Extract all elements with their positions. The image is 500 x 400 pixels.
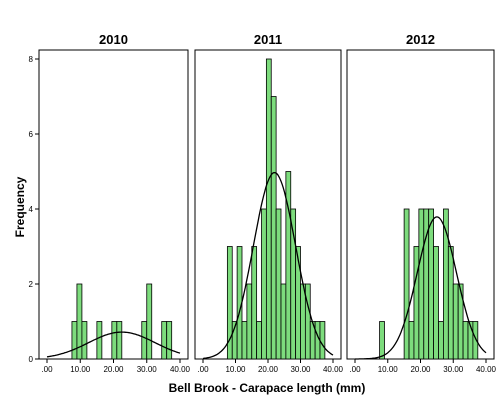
histogram-bar <box>447 246 454 360</box>
axes-layer: Frequency Bell Brook - Carapace length (… <box>13 176 365 395</box>
normal-curve <box>355 216 487 360</box>
histogram-bar <box>111 321 118 360</box>
x-tick-label: .00 <box>41 365 53 374</box>
x-tick-label: 30.00 <box>137 365 158 374</box>
x-tick-label: 20.00 <box>103 365 124 374</box>
x-tick-label: 10.00 <box>225 365 246 374</box>
histogram-bar <box>71 321 78 360</box>
histogram-bar <box>256 321 262 360</box>
panel-title: 2010 <box>99 32 128 47</box>
panel-2012: 2012 .00 10.00 20.00 30.00 40.00 <box>346 32 497 374</box>
histogram-bar <box>226 246 233 360</box>
histogram-bar <box>438 321 444 360</box>
x-tick-label: 10.00 <box>378 365 399 374</box>
x-tick-label: .00 <box>349 365 361 374</box>
histogram-bar <box>280 283 287 360</box>
x-tick-label: 40.00 <box>170 365 191 374</box>
histogram-bar <box>161 321 168 360</box>
panels-layer: 2010 .00 10.00 20.00 30.00 40.00 0 2 4 6 8 2011 .00 1… <box>29 32 497 374</box>
histogram-bar <box>428 208 434 360</box>
histogram-bar <box>251 246 258 360</box>
y-tick-label: 6 <box>29 130 34 139</box>
histogram-bar <box>265 58 272 360</box>
panel-2011: 2011 .00 10.00 20.00 30.00 40.00 <box>194 32 344 374</box>
histogram-bar <box>433 246 439 360</box>
histogram-bar <box>141 321 148 360</box>
histogram-bar <box>413 246 420 360</box>
x-tick-label: 30.00 <box>290 365 311 374</box>
histogram-bar <box>462 321 469 360</box>
x-tick-label: 30.00 <box>443 365 464 374</box>
histogram-bar <box>146 283 153 360</box>
histogram-bar <box>241 321 248 360</box>
x-axis-label: Bell Brook - Carapace length (mm) <box>169 381 366 395</box>
histogram-bar <box>246 283 253 360</box>
panel-frame <box>38 49 189 360</box>
histogram-bar <box>116 321 123 360</box>
normal-curve <box>202 171 334 360</box>
y-tick-label: 0 <box>29 355 34 364</box>
histogram-bar <box>96 321 103 360</box>
histogram-bar <box>319 321 326 360</box>
histogram-bar <box>408 321 415 360</box>
y-tick-label: 4 <box>29 205 34 214</box>
panel-title: 2011 <box>254 32 282 47</box>
histogram-bar <box>275 208 282 360</box>
y-axis-label: Frequency <box>13 176 27 237</box>
histogram-bar <box>379 321 385 360</box>
histogram-bar <box>452 283 459 360</box>
histogram-bar <box>261 208 267 360</box>
histogram-bar <box>304 283 311 360</box>
x-tick-label: .00 <box>197 365 209 374</box>
y-tick-label: 8 <box>29 55 34 64</box>
histogram-bar <box>418 208 425 360</box>
x-tick-label: 20.00 <box>410 365 431 374</box>
histogram-bar <box>295 246 301 360</box>
panel-title: 2012 <box>406 32 435 47</box>
histogram-bar <box>300 283 306 360</box>
panel-2010: 2010 .00 10.00 20.00 30.00 40.00 0 2 4 6 8 <box>29 32 191 374</box>
histogram-bar <box>403 208 410 360</box>
y-tick-label: 2 <box>29 280 34 289</box>
x-tick-label: 20.00 <box>258 365 279 374</box>
x-tick-label: 40.00 <box>323 365 344 374</box>
x-tick-label: 10.00 <box>70 365 91 374</box>
histogram-bar <box>270 96 277 360</box>
x-tick-label: 40.00 <box>476 365 497 374</box>
normal-curve <box>46 331 181 358</box>
histogram-bar <box>81 321 88 360</box>
histogram-bar <box>166 321 173 360</box>
histogram-bar <box>472 321 479 360</box>
